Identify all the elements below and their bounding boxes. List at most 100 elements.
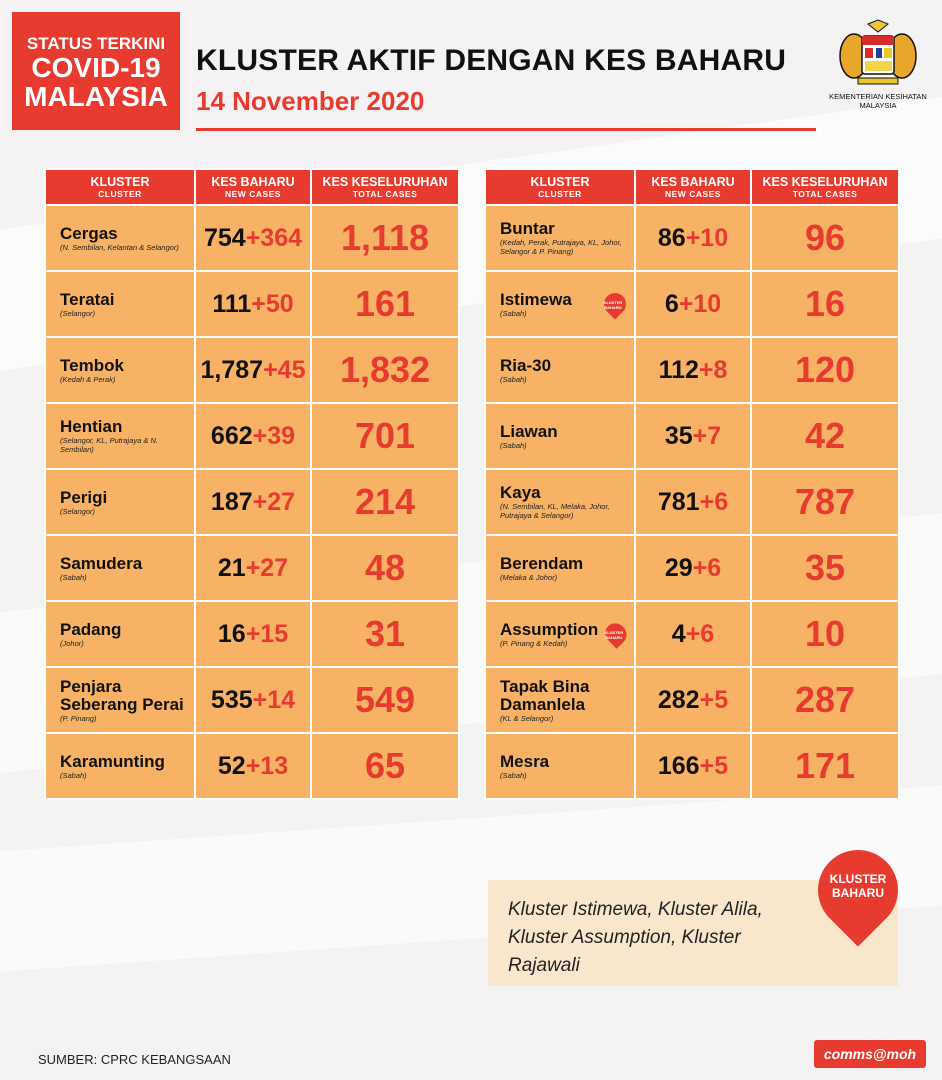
- table-row: Teratai (Selangor) 111+50 161: [44, 270, 460, 338]
- total-cases-cell: 1,118: [310, 204, 460, 272]
- table-row: Karamunting (Sabah) 52+13 65: [44, 732, 460, 800]
- cluster-name: Cergas: [60, 223, 118, 243]
- new-cases-cell: 1,787+45: [194, 336, 312, 404]
- cluster-name: Teratai: [60, 289, 115, 309]
- cluster-name: Perigi: [60, 487, 108, 507]
- status-badge: STATUS TERKINI COVID-19 MALAYSIA: [12, 12, 180, 130]
- table-row: Cergas (N. Sembilan, Kelantan & Selangor…: [44, 204, 460, 272]
- added-cases: +6: [699, 487, 729, 516]
- col-label: KES KESELURUHAN: [762, 174, 888, 189]
- cluster-table-right: KLUSTER CLUSTER KES BAHARU NEW CASES KES K…: [484, 168, 900, 800]
- added-cases: +6: [685, 619, 715, 648]
- prev-cases: 4: [671, 619, 686, 648]
- prev-cases: 29: [664, 553, 693, 582]
- cluster-cell: Karamunting (Sabah): [44, 732, 196, 800]
- added-cases: +27: [245, 553, 289, 582]
- cluster-cell: Cergas (N. Sembilan, Kelantan & Selangor…: [44, 204, 196, 272]
- added-cases: +50: [251, 289, 294, 318]
- table-row: Kaya (N. Sembilan, KL, Melaka, Johor, Pu…: [484, 468, 900, 536]
- prev-cases: 1,787: [200, 355, 264, 384]
- total-cases-cell: 31: [310, 600, 460, 668]
- total-cases-cell: 65: [310, 732, 460, 800]
- new-cases-cell: 111+50: [194, 270, 312, 338]
- added-cases: +27: [252, 487, 296, 516]
- prev-cases: 754: [203, 223, 246, 252]
- col-label: KES BAHARU: [651, 174, 735, 189]
- ministry-label: KEMENTERIAN KESIHATAN MALAYSIA: [818, 92, 938, 110]
- cluster-states: (Sabah): [60, 770, 87, 780]
- cluster-cell: Assumption (P. Pinang & Kedah) KLUSTER B…: [484, 600, 636, 668]
- cluster-name: Ria-30: [500, 355, 552, 375]
- cluster-states: (Selangor, KL, Putrajaya & N. Sembilan): [60, 436, 158, 454]
- new-cases-cell: 781+6: [634, 468, 752, 536]
- new-cases-cell: 35+7: [634, 402, 752, 470]
- cluster-cell: Istimewa (Sabah) KLUSTER BAHARU: [484, 270, 636, 338]
- added-cases: +5: [699, 685, 729, 714]
- cluster-cell: Teratai (Selangor): [44, 270, 196, 338]
- added-cases: +10: [678, 289, 722, 318]
- prev-cases: 21: [217, 553, 246, 582]
- cluster-states: (Selangor): [60, 506, 96, 516]
- col-header-total: KES KESELURUHAN TOTAL CASES: [310, 168, 460, 206]
- cluster-name-wrap: Cergas (N. Sembilan, Kelantan & Selangor…: [60, 223, 194, 252]
- total-cases: 549: [354, 679, 416, 720]
- cluster-states: (Sabah): [500, 308, 527, 318]
- cluster-states: (Kedah & Perak): [60, 374, 116, 384]
- cluster-name: Samudera: [60, 553, 143, 573]
- new-cases-cell: 166+5: [634, 732, 752, 800]
- added-cases: +14: [252, 685, 296, 714]
- cluster-cell: Padang (Johor): [44, 600, 196, 668]
- new-cases-cell: 6+10: [634, 270, 752, 338]
- cluster-name: Padang: [60, 619, 122, 639]
- cluster-states: (Sabah): [60, 572, 87, 582]
- new-cases-cell: 16+15: [194, 600, 312, 668]
- cluster-states: (N. Sembilan, KL, Melaka, Johor, Putraja…: [500, 502, 610, 520]
- cluster-name-wrap: Kaya (N. Sembilan, KL, Melaka, Johor, Pu…: [500, 484, 634, 521]
- cluster-cell: Penjara Seberang Perai (P. Pinang): [44, 666, 196, 734]
- new-cases-cell: 52+13: [194, 732, 312, 800]
- total-cases-cell: 549: [310, 666, 460, 734]
- table-row: Penjara Seberang Perai (P. Pinang) 535+1…: [44, 666, 460, 734]
- new-cases-cell: 282+5: [634, 666, 752, 734]
- cluster-states: (Kedah, Perak, Putrajaya, KL, Johor, Sel…: [500, 238, 622, 256]
- cluster-name: Istimewa: [500, 289, 572, 309]
- total-cases: 701: [354, 415, 416, 456]
- ministry-line1: KEMENTERIAN KESIHATAN: [829, 92, 927, 101]
- new-cluster-pin-icon: KLUSTER BAHARU: [601, 619, 631, 649]
- cluster-name: Tembok: [60, 355, 124, 375]
- table-row: Tembok (Kedah & Perak) 1,787+45 1,832: [44, 336, 460, 404]
- cluster-name-wrap: Padang (Johor): [60, 619, 194, 648]
- total-cases: 1,118: [340, 217, 430, 258]
- col-header-new: KES BAHARU NEW CASES: [634, 168, 752, 206]
- col-label: KES BAHARU: [211, 174, 295, 189]
- total-cases-cell: 35: [750, 534, 900, 602]
- total-cases: 161: [354, 283, 416, 324]
- pin-label: KLUSTER BAHARU: [604, 629, 624, 640]
- cluster-states: (Melaka & Johor): [500, 572, 558, 582]
- badge-line3: MALAYSIA: [24, 81, 168, 112]
- cluster-states: (N. Sembilan, Kelantan & Selangor): [60, 242, 179, 252]
- total-cases: 787: [794, 481, 856, 522]
- cluster-table-left: KLUSTER CLUSTER KES BAHARU NEW CASES KES K…: [44, 168, 460, 800]
- new-cluster-pin-label: KLUSTER BAHARU: [829, 872, 887, 900]
- coat-of-arms-icon: [839, 19, 917, 85]
- cluster-cell: Kaya (N. Sembilan, KL, Melaka, Johor, Pu…: [484, 468, 636, 536]
- total-cases: 16: [804, 283, 846, 324]
- total-cases: 1,832: [339, 349, 431, 390]
- new-cases-cell: 112+8: [634, 336, 752, 404]
- cluster-states: (KL & Selangor): [500, 713, 554, 723]
- col-label-en: NEW CASES: [225, 188, 281, 199]
- new-cases-cell: 29+6: [634, 534, 752, 602]
- cluster-cell: Perigi (Selangor): [44, 468, 196, 536]
- cluster-name-wrap: Teratai (Selangor): [60, 289, 194, 318]
- cluster-name-wrap: Perigi (Selangor): [60, 487, 194, 516]
- col-header-kluster: KLUSTER CLUSTER: [484, 168, 636, 206]
- total-cases: 287: [794, 679, 856, 720]
- cluster-name-wrap: Mesra (Sabah): [500, 752, 634, 780]
- cluster-name-wrap: Assumption (P. Pinang & Kedah) KLUSTER B…: [500, 619, 634, 649]
- total-cases: 120: [794, 349, 856, 390]
- cluster-name: Assumption: [500, 619, 599, 639]
- badge-line2: COVID-19: [31, 52, 161, 83]
- col-label: KLUSTER: [530, 174, 590, 189]
- prev-cases: 781: [657, 487, 700, 516]
